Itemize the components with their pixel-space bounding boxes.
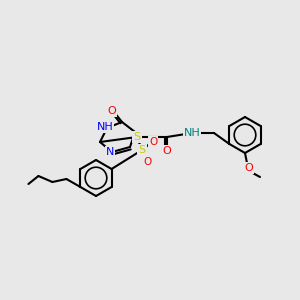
Text: O: O — [244, 163, 253, 173]
Text: O: O — [163, 146, 171, 156]
Text: S: S — [138, 145, 146, 155]
Text: O: O — [108, 106, 116, 116]
Text: NH: NH — [97, 122, 113, 132]
Text: N: N — [106, 147, 114, 157]
Text: O: O — [143, 157, 151, 167]
Text: NH: NH — [184, 128, 200, 138]
Text: O: O — [149, 137, 157, 147]
Text: S: S — [134, 132, 141, 142]
